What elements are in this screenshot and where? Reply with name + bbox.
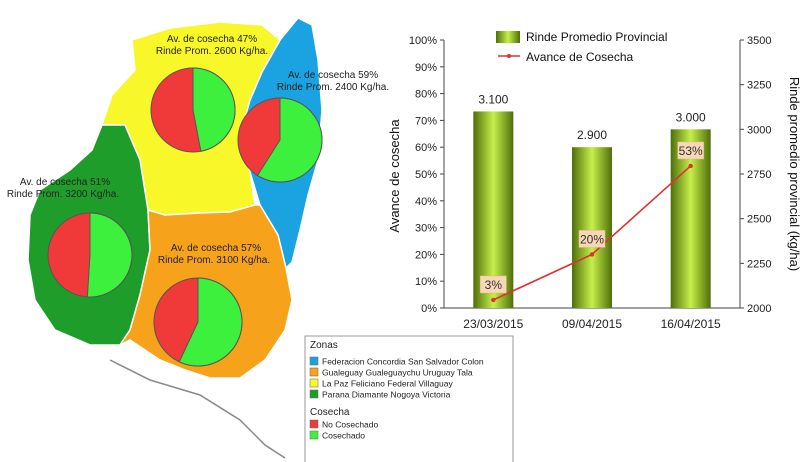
y-tick-right-label: 2250 (747, 258, 771, 270)
line-point (491, 297, 496, 303)
y-tick-right-label: 3500 (747, 35, 771, 47)
combo-chart: 0% 10% 20% 30% 40% 50% 60% 70% 80% 90% 100% 2000 22… (387, 30, 800, 331)
y-tick-left-label: 70% (415, 115, 437, 127)
line-value-bg (578, 230, 606, 248)
y-axis-left-title: Avance de cosecha (387, 119, 402, 233)
y-tick-left-label: 100% (409, 35, 437, 47)
legend-bar-label: Rinde Promedio Provincial (526, 30, 667, 44)
y-ticks-right: 2000 2250 2500 2750 3000 3250 3500 (740, 35, 771, 315)
pie-2 (237, 97, 323, 183)
legend-cosecha-label: Cosechado (322, 431, 365, 441)
zone-yellow-rinde: Rinde Prom. 2600 Kg/ha. (156, 46, 268, 57)
line-value-bg (480, 275, 507, 294)
legend-box (304, 335, 514, 462)
province-map: Av. de cosecha 47% Rinde Prom. 2600 Kg/h… (7, 17, 389, 459)
zone-yellow-avance: Av. de cosecha 47% (167, 34, 257, 45)
legend-cosecha-swatch (309, 419, 319, 429)
y-tick-right-label: 3000 (747, 124, 771, 136)
legend-zona-label: La Paz Feliciano Federal Villaguay (322, 379, 453, 389)
line-value-text: 3% (485, 278, 503, 292)
line-value-label: 20% (578, 230, 606, 248)
legend-cosecha-title: Cosecha (310, 407, 350, 418)
legend-zonas-list: Federacion Concordia San Salvador ColonG… (309, 356, 484, 400)
y-tick-left-label: 90% (415, 62, 437, 74)
map-legend: Zonas Federacion Concordia San Salvador … (304, 335, 514, 462)
pie-slice-cosechado (256, 97, 323, 183)
line-value-label: 53% (677, 141, 704, 160)
legend-zona-swatch (309, 389, 319, 399)
pie-slice-cosechado (86, 212, 133, 298)
y-tick-right-label: 3250 (747, 80, 771, 92)
pie-slice-cosechado (192, 67, 236, 152)
legend-zona-label: Federacion Concordia San Salvador Colon (322, 357, 484, 367)
y-axis-right-title: Rinde promedio provincial (kg/ha) (787, 77, 800, 271)
pie-3 (47, 212, 133, 298)
pie-charts (47, 67, 323, 367)
x-tick-labels: 23/03/2015 09/04/2015 16/04/2015 (463, 317, 721, 331)
line-value-text: 20% (580, 232, 604, 246)
legend-cosecha-label: No Cosechado (322, 420, 379, 430)
line-value-label: 3% (480, 275, 507, 294)
chart-legend: Rinde Promedio Provincial Avance de Cose… (496, 30, 667, 64)
y-tick-left-label: 20% (415, 249, 437, 261)
y-tick-left-label: 40% (415, 196, 437, 208)
x-tick-label: 23/03/2015 (463, 317, 523, 331)
legend-zona-swatch (309, 378, 319, 388)
y-ticks-left: 0% 10% 20% 30% 40% 50% 60% 70% 80% 90% 100% (409, 35, 444, 315)
line-point (589, 252, 595, 257)
line-series: 3% 20% 53% (480, 141, 704, 303)
bar-value-label: 2.900 (577, 128, 607, 142)
y-tick-right-label: 2750 (747, 169, 771, 181)
legend-cosecha-swatch (309, 430, 319, 440)
zone-orange-avance: Av. de cosecha 57% (171, 243, 261, 254)
y-tick-right-label: 2500 (747, 214, 771, 226)
bar (473, 111, 514, 308)
bar-value-label: 3.100 (478, 92, 508, 106)
river-outline (109, 359, 286, 459)
pie-1 (150, 67, 236, 153)
zone-green-rinde: Rinde Prom. 3200 Kg/ha. (7, 189, 119, 200)
legend-zona-label: Parana Diamante Nogoya Victoria (322, 390, 451, 400)
y-tick-left-label: 60% (415, 142, 437, 154)
pie-slice-cosechado (178, 277, 243, 367)
legend-line-marker (507, 54, 511, 58)
y-tick-left-label: 10% (415, 276, 437, 288)
zone-green-avance: Av. de cosecha 51% (20, 177, 110, 188)
bar-value-label: 3.000 (676, 110, 706, 124)
legend-zonas-title: Zonas (310, 340, 338, 351)
x-tick-label: 09/04/2015 (562, 317, 622, 331)
y-tick-left-label: 80% (415, 89, 437, 101)
pie-4 (153, 277, 243, 367)
bar-value-labels: 3.100 2.900 3.000 (478, 92, 706, 142)
legend-zona-swatch (309, 367, 319, 377)
line-value-text: 53% (679, 144, 703, 158)
y-tick-left-label: 30% (415, 223, 437, 235)
legend-zona-swatch (309, 356, 319, 366)
x-tick-label: 16/04/2015 (661, 317, 721, 331)
y-tick-left-label: 0% (421, 303, 437, 315)
legend-bar-swatch (496, 31, 520, 43)
y-tick-left-label: 50% (415, 169, 437, 181)
zone-orange-rinde: Rinde Prom. 3100 Kg/ha. (158, 255, 270, 266)
line-point (688, 163, 693, 169)
legend-zona-label: Gualeguay Gualeguaychu Uruguay Tala (322, 368, 473, 378)
zone-blue-avance: Av. de cosecha 59% (288, 70, 378, 81)
bar (572, 147, 612, 308)
y-tick-right-label: 2000 (747, 303, 771, 315)
bar-series (473, 111, 711, 308)
zone-blue-rinde: Rinde Prom. 2400 Kg/ha. (277, 82, 389, 93)
legend-line-label: Avance de Cosecha (526, 50, 634, 64)
line-value-bg (677, 141, 704, 160)
